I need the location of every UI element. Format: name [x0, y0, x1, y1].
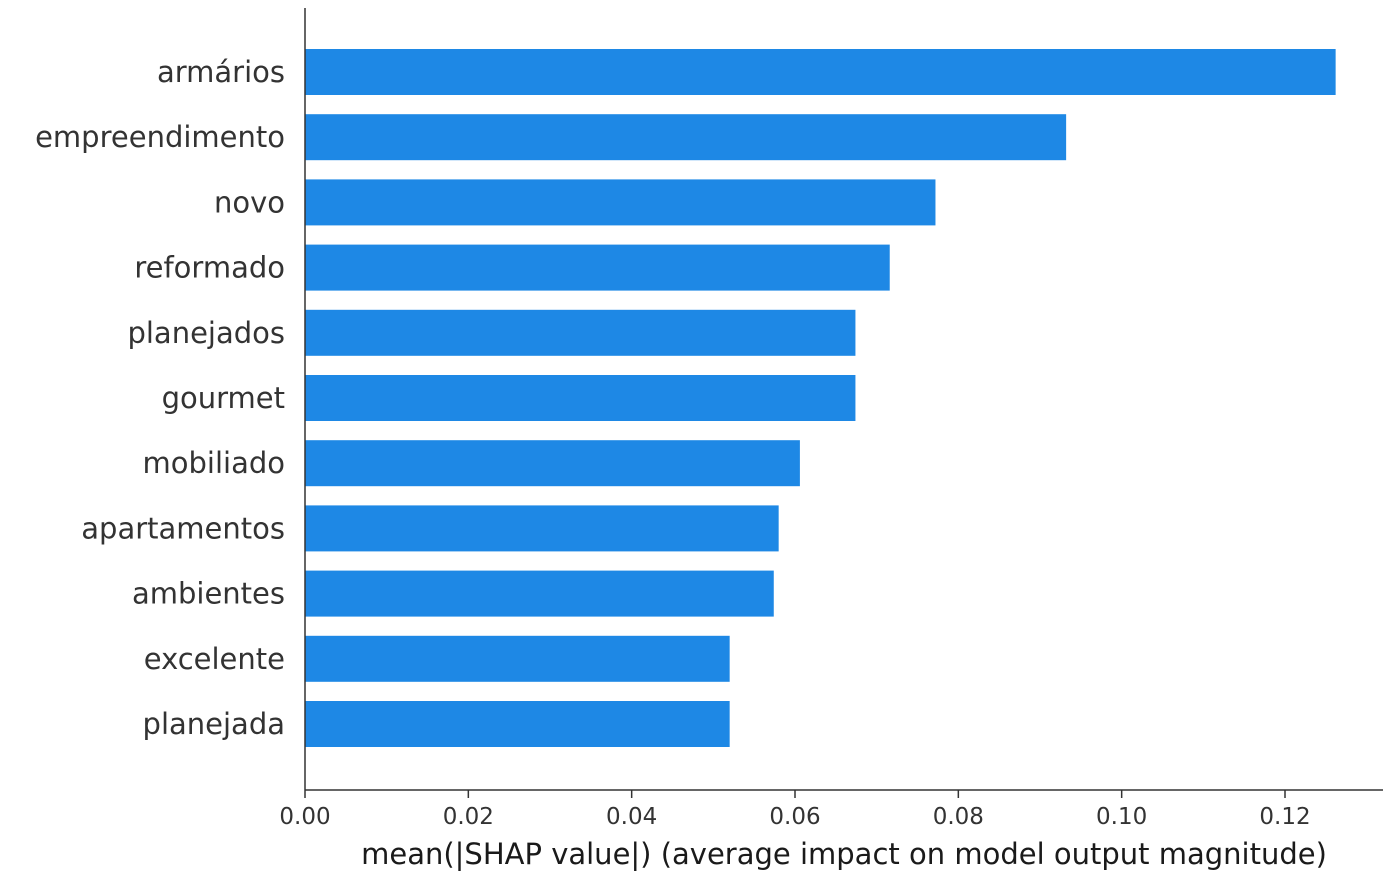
bar-2	[305, 179, 936, 226]
category-label-8: ambientes	[132, 577, 285, 611]
category-label-4: planejados	[127, 316, 285, 350]
x-tick-label-4: 0.08	[933, 804, 984, 830]
bar-3	[305, 244, 890, 291]
bar-0	[305, 49, 1336, 95]
x-tick-label-0: 0.00	[279, 804, 330, 830]
bar-8	[305, 570, 774, 617]
bar-5	[305, 375, 856, 421]
category-label-0: armários	[157, 55, 285, 89]
category-label-10: planejada	[143, 707, 285, 741]
category-label-7: apartamentos	[81, 511, 285, 545]
x-tick-label-6: 0.12	[1259, 804, 1310, 830]
x-tick-label-3: 0.06	[769, 804, 820, 830]
category-label-2: novo	[214, 185, 285, 219]
category-label-1: empreendimento	[35, 120, 285, 154]
bar-6	[305, 440, 800, 487]
bar-10	[305, 701, 730, 747]
x-ticks-group: 0.00 0.02 0.04 0.06 0.08 0.10 0.12	[279, 790, 1311, 830]
bar-7	[305, 505, 779, 552]
x-tick-label-2: 0.04	[606, 804, 657, 830]
category-label-6: mobiliado	[143, 446, 286, 480]
category-labels-group: armários empreendimento novo reformado plane…	[35, 55, 285, 741]
bar-1	[305, 114, 1067, 161]
bar-4	[305, 309, 856, 356]
x-axis-label: mean(|SHAP value|) (average impact on mo…	[361, 837, 1327, 871]
category-label-9: excelente	[144, 642, 285, 676]
x-tick-label-5: 0.10	[1096, 804, 1147, 830]
bar-9	[305, 635, 730, 682]
bars-group	[305, 49, 1336, 747]
x-tick-label-1: 0.02	[443, 804, 494, 830]
category-label-5: gourmet	[162, 381, 285, 415]
category-label-3: reformado	[134, 251, 285, 285]
